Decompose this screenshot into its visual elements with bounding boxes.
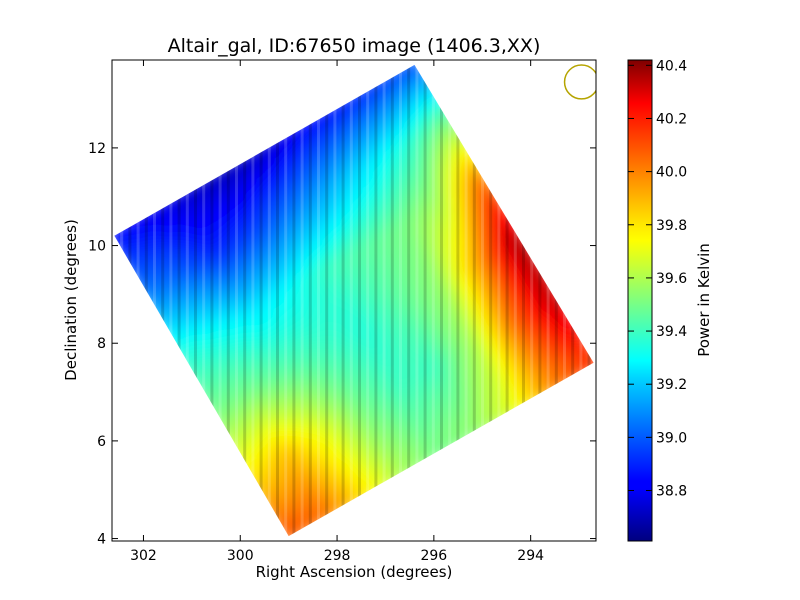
texture-stripe bbox=[464, 64, 468, 537]
x-tick-label: 298 bbox=[324, 548, 351, 564]
x-tick-label: 294 bbox=[517, 548, 544, 564]
colorbar-tick-label: 39.8 bbox=[656, 218, 687, 234]
heatmap-cell bbox=[574, 348, 594, 375]
texture-stripe bbox=[153, 64, 156, 537]
texture-stripe bbox=[292, 64, 296, 537]
texture-stripe bbox=[325, 64, 329, 537]
texture-stripe bbox=[407, 64, 411, 537]
texture-stripe bbox=[276, 64, 279, 537]
y-tick-label: 10 bbox=[88, 239, 106, 255]
beam-marker bbox=[563, 64, 596, 100]
heatmap-footprint bbox=[114, 64, 594, 537]
texture-stripe bbox=[456, 64, 460, 537]
texture-stripe bbox=[513, 64, 517, 537]
x-tick-label: 302 bbox=[130, 548, 157, 564]
texture-stripe bbox=[399, 64, 402, 537]
texture-stripe bbox=[177, 64, 181, 537]
y-tick-label: 12 bbox=[88, 141, 106, 157]
x-tick-label: 300 bbox=[227, 548, 254, 564]
texture-stripe bbox=[546, 64, 550, 537]
texture-stripe bbox=[185, 64, 189, 537]
colorbar-tick-label: 38.8 bbox=[656, 484, 687, 500]
texture-stripe bbox=[522, 64, 525, 537]
texture-stripe bbox=[259, 64, 263, 537]
colorbar-tick-label: 40.0 bbox=[656, 165, 687, 181]
x-axis-label: Right Ascension (degrees) bbox=[256, 563, 453, 581]
texture-stripe bbox=[538, 64, 542, 537]
texture-stripe bbox=[243, 64, 247, 537]
colorbar-label: Power in Kelvin bbox=[695, 243, 713, 357]
texture-stripe bbox=[284, 64, 288, 537]
texture-stripe bbox=[366, 64, 370, 537]
texture-stripe bbox=[448, 64, 452, 537]
colorbar-tick-label: 40.4 bbox=[656, 58, 687, 74]
texture-stripe bbox=[251, 64, 255, 537]
plot-frame bbox=[111, 59, 597, 542]
texture-stripe bbox=[349, 64, 353, 537]
y-axis-ticks: 4 6 8 10 12 bbox=[88, 141, 596, 548]
texture-stripe bbox=[481, 64, 484, 537]
texture-stripe bbox=[341, 64, 345, 537]
colorbar-gradient bbox=[627, 59, 653, 542]
texture-stripe bbox=[497, 64, 501, 537]
texture-stripe bbox=[472, 64, 476, 537]
chart-title: Altair_gal, ID:67650 image (1406.3,XX) bbox=[168, 35, 541, 57]
texture-stripe bbox=[308, 64, 312, 537]
texture-stripe bbox=[431, 64, 435, 537]
texture-stripe bbox=[169, 64, 173, 537]
texture-stripe bbox=[317, 64, 320, 537]
texture-stripe bbox=[358, 64, 361, 537]
texture-stripe bbox=[530, 64, 534, 537]
texture-stripe bbox=[505, 64, 509, 537]
texture-stripe bbox=[226, 64, 230, 537]
texture-stripe bbox=[333, 64, 337, 537]
texture-stripe bbox=[300, 64, 304, 537]
texture-stripe bbox=[267, 64, 271, 537]
texture-stripe bbox=[423, 64, 427, 537]
x-tick-label: 296 bbox=[420, 548, 447, 564]
texture-stripe bbox=[374, 64, 378, 537]
colorbar: 38.8 39.0 39.2 39.4 39.6 39.8 40.0 40.2 40.4 Pow… bbox=[627, 58, 713, 542]
y-tick-label: 4 bbox=[97, 532, 106, 548]
texture-stripe bbox=[161, 64, 165, 537]
texture-stripe bbox=[202, 64, 206, 537]
plot-area bbox=[112, 60, 596, 541]
texture-stripe bbox=[235, 64, 238, 537]
x-axis-ticks: 302 300 298 296 294 bbox=[130, 60, 544, 564]
y-tick-label: 6 bbox=[97, 434, 106, 450]
texture-stripe bbox=[390, 64, 394, 537]
colorbar-tick-label: 39.0 bbox=[656, 430, 687, 446]
texture-stripe bbox=[382, 64, 386, 537]
texture-stripe bbox=[440, 64, 443, 537]
y-tick-label: 8 bbox=[97, 336, 106, 352]
colorbar-tick-label: 40.2 bbox=[656, 111, 687, 127]
colorbar-tick-label: 39.6 bbox=[656, 271, 687, 287]
texture-stripe bbox=[489, 64, 493, 537]
colorbar-ticks: 38.8 39.0 39.2 39.4 39.6 39.8 40.0 40.2 40.4 bbox=[628, 58, 687, 500]
texture-stripe bbox=[194, 64, 197, 537]
colorbar-tick-label: 39.2 bbox=[656, 377, 687, 393]
colorbar-tick-label: 39.4 bbox=[656, 324, 687, 340]
texture-stripe bbox=[210, 64, 214, 537]
y-axis-label: Declination (degrees) bbox=[62, 219, 80, 381]
texture-stripe bbox=[218, 64, 222, 537]
texture-stripe bbox=[415, 64, 419, 537]
